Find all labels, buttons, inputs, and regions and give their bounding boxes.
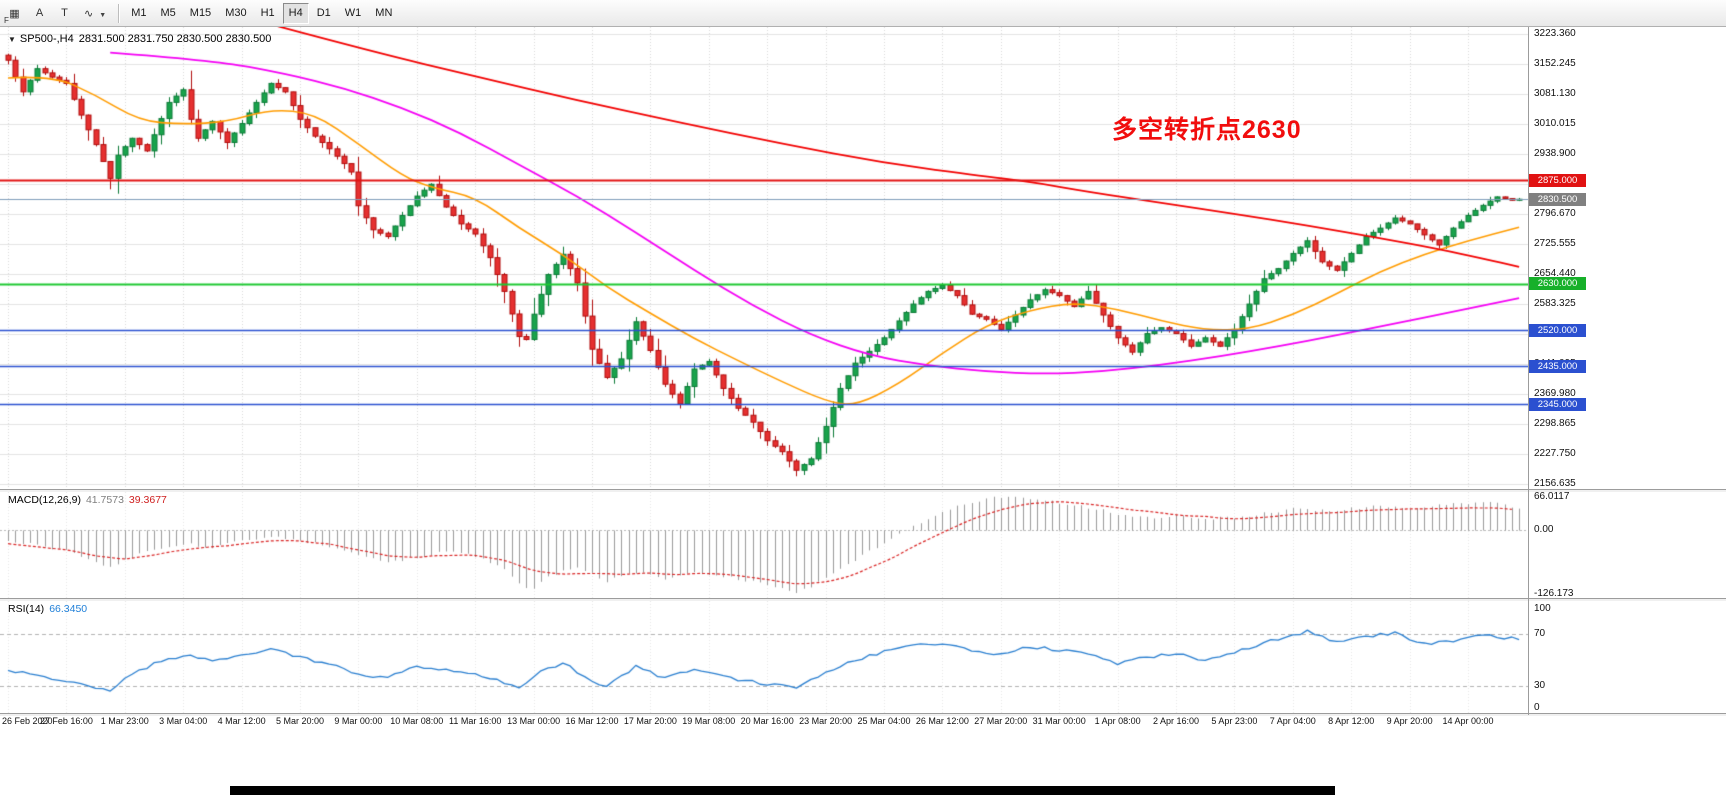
price-axis-label: 2369.980 <box>1534 387 1576 399</box>
timeframe-button-d1[interactable]: D1 <box>311 3 337 24</box>
time-axis-label: 17 Mar 20:00 <box>623 716 677 726</box>
timeframe-button-w1[interactable]: W1 <box>339 3 368 24</box>
price-tag: 2520.000 <box>1529 323 1586 337</box>
price-tag: 2345.000 <box>1529 397 1586 411</box>
toolbar-separator <box>118 3 120 23</box>
price-axis-label: 3010.015 <box>1534 117 1576 129</box>
time-axis-label: 27 Mar 20:00 <box>974 716 1028 726</box>
panel-splitter[interactable] <box>0 713 1726 716</box>
rsi-label: RSI(14) 66.3450 <box>8 603 92 615</box>
collapse-icon[interactable]: ▼ <box>8 35 16 44</box>
time-axis-label: 26 Mar 12:00 <box>915 716 969 726</box>
timeframe-button-mn[interactable]: MN <box>369 3 398 24</box>
text-tool-button[interactable]: T <box>53 3 76 24</box>
rsi-indicator-canvas[interactable] <box>0 601 1528 713</box>
chart-window: ▼ SP500-,H4 2831.500 2831.750 2830.500 283… <box>0 27 1726 795</box>
time-axis-label: 1 Apr 08:00 <box>1094 716 1141 726</box>
dropdown-caret-icon: ▼ <box>99 11 107 19</box>
timeframe-button-h1[interactable]: H1 <box>255 3 281 24</box>
time-axis-label: 14 Apr 00:00 <box>1442 716 1494 726</box>
wave-icon: ∿ <box>84 7 94 20</box>
time-axis-label: 5 Mar 20:00 <box>275 716 325 726</box>
panel-splitter[interactable] <box>0 598 1726 601</box>
time-axis-label: 8 Apr 12:00 <box>1328 716 1375 726</box>
price-axis-label: 2654.440 <box>1534 267 1576 279</box>
macd-main-value: 41.7573 <box>85 494 124 506</box>
rsi-scale-label: 70 <box>1534 628 1546 639</box>
price-axis-label: 2583.325 <box>1534 297 1576 309</box>
time-axis-label: 5 Apr 23:00 <box>1211 716 1258 726</box>
time-axis-label: 23 Mar 20:00 <box>799 716 853 726</box>
time-axis-label: 25 Mar 04:00 <box>857 716 911 726</box>
toolbar: ▦ A T ∿ ▼ M1 M5 M15 M30 H1 H4 D1 W1 MN F <box>0 0 1726 27</box>
symbol-period-label: SP500-,H4 <box>19 33 74 45</box>
rsi-name: RSI(14) <box>8 603 45 615</box>
price-axis-label: 2796.670 <box>1534 207 1576 219</box>
rsi-scale-label: 30 <box>1534 680 1546 691</box>
macd-scale-label: 66.0117 <box>1534 490 1570 502</box>
price-axis-label: 2227.750 <box>1534 447 1576 459</box>
price-axis-label: 3081.130 <box>1534 87 1576 99</box>
time-axis-label: 13 Mar 00:00 <box>507 716 561 726</box>
rsi-scale-label: 100 <box>1534 603 1551 614</box>
time-axis-label: 10 Mar 08:00 <box>390 716 444 726</box>
timeframe-group: M1 M5 M15 M30 H1 H4 D1 W1 MN <box>124 2 399 24</box>
macd-name: MACD(12,26,9) <box>8 494 81 506</box>
timeframe-button-h4[interactable]: H4 <box>282 2 309 24</box>
time-axis-label: 9 Apr 20:00 <box>1386 716 1433 726</box>
f-label: F <box>4 16 9 25</box>
price-tag: 2630.000 <box>1529 277 1586 291</box>
time-axis-label: 11 Mar 16:00 <box>449 716 502 726</box>
time-axis-label: 19 Mar 08:00 <box>682 716 736 726</box>
ohlc-values: 2831.500 2831.750 2830.500 2830.500 <box>78 33 272 45</box>
time-axis-label: 7 Apr 04:00 <box>1269 716 1316 726</box>
chart-header: ▼ SP500-,H4 2831.500 2831.750 2830.500 283… <box>8 33 276 45</box>
price-axis-label: 3152.245 <box>1534 57 1576 69</box>
a-tool-button[interactable]: A <box>28 3 51 24</box>
price-axis-line <box>1528 27 1529 715</box>
macd-label: MACD(12,26,9) 41.7573 39.3677 <box>8 494 172 506</box>
rsi-scale-label: 0 <box>1534 702 1540 713</box>
timeframe-button-m5[interactable]: M5 <box>155 3 182 24</box>
panel-splitter[interactable] <box>0 489 1726 492</box>
indicator-dropdown-button[interactable]: ∿ ▼ <box>78 3 112 24</box>
time-axis-label: 31 Mar 00:00 <box>1032 716 1086 726</box>
time-axis-label: 16 Mar 12:00 <box>565 716 619 726</box>
price-axis-label: 2298.865 <box>1534 417 1576 429</box>
macd-indicator-canvas[interactable] <box>0 492 1528 598</box>
symbols-grid-button[interactable]: ▦ <box>3 3 26 24</box>
time-axis-label: 20 Mar 16:00 <box>740 716 794 726</box>
time-axis-label: 27 Feb 16:00 <box>39 716 93 726</box>
price-tag: 2830.500 <box>1529 192 1586 206</box>
chart-annotation-text: 多空转折点2630 <box>1112 116 1302 144</box>
macd-signal-value: 39.3677 <box>128 494 167 506</box>
price-axis-label: 2938.900 <box>1534 147 1576 159</box>
time-axis-label: 3 Mar 04:00 <box>159 716 208 726</box>
price-axis-label: 2725.555 <box>1534 237 1576 249</box>
price-tag: 2435.000 <box>1529 359 1586 373</box>
price-axis-label: 2156.635 <box>1534 477 1576 489</box>
price-axis-label: 3223.360 <box>1534 27 1576 39</box>
bottom-window-strip <box>230 786 1335 795</box>
timeframe-button-m1[interactable]: M1 <box>125 3 152 24</box>
macd-scale-label: -126.173 <box>1534 587 1574 599</box>
time-axis-label: 26 Feb 2020 <box>2 716 53 726</box>
a-tool-label: A <box>35 7 44 19</box>
text-tool-label: T <box>61 7 68 19</box>
timeframe-button-m30[interactable]: M30 <box>219 3 252 24</box>
macd-scale-label: 0.00 <box>1534 523 1554 535</box>
price-tag: 2875.000 <box>1529 173 1586 187</box>
time-axis-label: 2 Apr 16:00 <box>1152 716 1200 726</box>
time-axis-label: 1 Mar 23:00 <box>100 716 149 726</box>
price-chart-canvas[interactable] <box>0 27 1528 489</box>
grid-icon: ▦ <box>9 7 20 20</box>
rsi-value: 66.3450 <box>49 603 88 615</box>
time-axis-label: 9 Mar 00:00 <box>334 716 383 726</box>
time-axis-label: 4 Mar 12:00 <box>217 716 266 726</box>
timeframe-button-m15[interactable]: M15 <box>184 3 217 24</box>
